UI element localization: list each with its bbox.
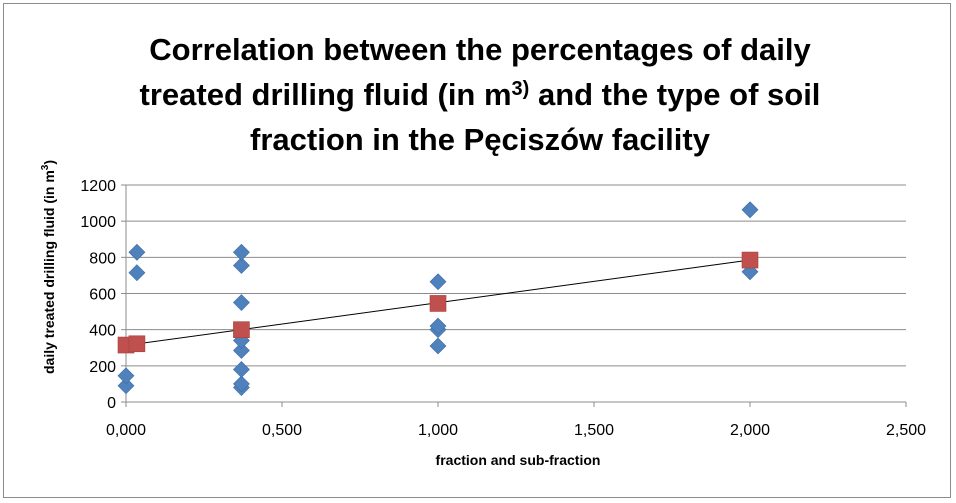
point-diamond-9 xyxy=(233,294,250,311)
gridlines xyxy=(126,184,906,367)
y-axis-title-sup: 3 xyxy=(40,164,51,170)
point-square-2 xyxy=(233,321,250,338)
x-tick-label-0: 0,000 xyxy=(106,422,146,439)
y-axis-title: daily treated drilling fluid (in m3) xyxy=(40,160,57,374)
point-diamond-11 xyxy=(233,243,250,261)
data-points xyxy=(117,201,759,396)
x-tick-label-5: 2,500 xyxy=(886,422,926,439)
x-tick-label-1: 0,500 xyxy=(262,422,302,439)
scatter-chart: Correlation between the percentages of d… xyxy=(40,32,926,468)
x-tick-label-4: 2,000 xyxy=(730,422,770,439)
chart-title-line-1: Correlation between the percentages of d… xyxy=(149,32,811,67)
x-tick-labels: 0,000 0,500 1,000 1,500 2,000 2,500 xyxy=(106,422,926,439)
point-diamond-3 xyxy=(128,243,146,261)
x-tick-label-3: 1,500 xyxy=(574,422,614,439)
axes xyxy=(121,184,907,407)
point-diamond-0 xyxy=(117,377,135,395)
y-tick-labels: 0 200 400 600 800 1000 1200 xyxy=(80,178,116,412)
chart-title-line-3: fraction in the Pęciszów facility xyxy=(250,122,711,157)
point-diamond-15 xyxy=(429,273,447,291)
y-axis-title-end: ) xyxy=(41,160,57,165)
chart-title-line-2-main: treated drilling fluid (in m xyxy=(140,77,512,112)
point-diamond-1 xyxy=(117,367,135,385)
point-diamond-10 xyxy=(233,257,250,274)
x-axis-title: fraction and sub-fraction xyxy=(436,452,601,468)
point-diamond-6 xyxy=(233,361,250,378)
y-tick-label-1: 200 xyxy=(89,359,116,376)
y-tick-label-6: 1200 xyxy=(80,178,116,195)
y-tick-label-4: 800 xyxy=(89,250,116,267)
point-diamond-14 xyxy=(429,317,447,335)
x-tick-label-2: 1,000 xyxy=(418,422,458,439)
y-tick-label-2: 400 xyxy=(89,323,116,340)
y-axis-title-main: daily treated drilling fluid (in m xyxy=(41,170,57,374)
chart-area: Correlation between the percentages of d… xyxy=(3,3,951,498)
point-square-4 xyxy=(741,251,759,269)
point-diamond-7 xyxy=(233,342,250,359)
point-diamond-5 xyxy=(233,375,250,393)
point-diamond-17 xyxy=(741,201,759,219)
chart-title-superscript: 3) xyxy=(512,78,530,100)
point-square-3 xyxy=(429,295,447,312)
point-diamond-2 xyxy=(128,264,146,282)
y-tick-label-5: 1000 xyxy=(80,214,116,231)
point-diamond-12 xyxy=(429,337,447,355)
chart-title-line-2-suffix: and the type of soil xyxy=(529,77,820,112)
point-square-1 xyxy=(128,335,146,353)
y-tick-label-3: 600 xyxy=(89,287,116,304)
y-tick-label-0: 0 xyxy=(107,395,116,412)
chart-title-line-2: treated drilling fluid (in m3) and the t… xyxy=(140,77,821,112)
